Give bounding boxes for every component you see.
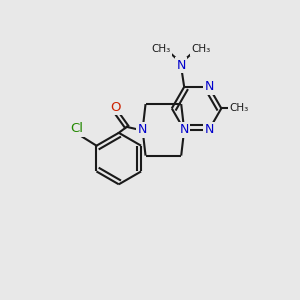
Text: CH₃: CH₃ [152, 44, 171, 54]
Text: N: N [176, 58, 186, 72]
Text: N: N [138, 123, 147, 136]
Text: Cl: Cl [70, 122, 83, 135]
Text: N: N [204, 80, 214, 93]
Text: N: N [204, 123, 214, 136]
Text: CH₃: CH₃ [191, 44, 211, 54]
Text: CH₃: CH₃ [230, 103, 249, 113]
Text: N: N [179, 123, 189, 136]
Text: O: O [111, 100, 121, 114]
